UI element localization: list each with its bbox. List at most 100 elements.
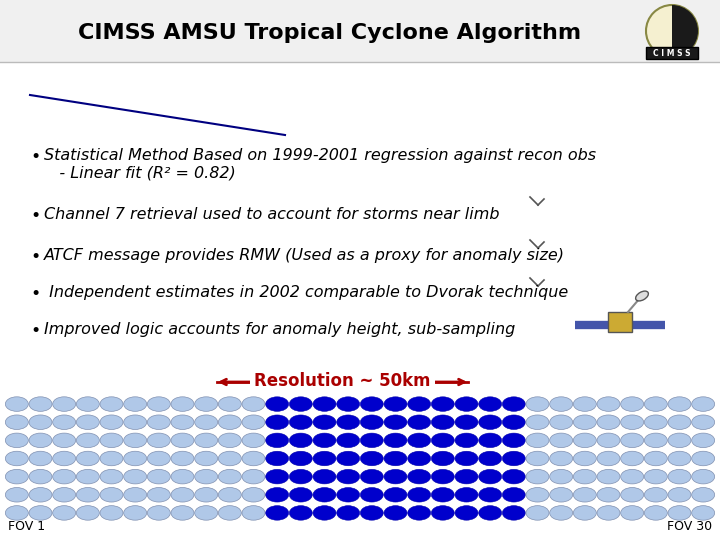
Ellipse shape	[549, 451, 572, 466]
Ellipse shape	[148, 397, 171, 411]
Ellipse shape	[242, 415, 265, 429]
Ellipse shape	[337, 469, 360, 484]
Text: CIMSS AMSU Tropical Cyclone Algorithm: CIMSS AMSU Tropical Cyclone Algorithm	[78, 23, 582, 43]
Ellipse shape	[337, 505, 360, 520]
Ellipse shape	[218, 433, 241, 448]
Ellipse shape	[668, 469, 691, 484]
Ellipse shape	[194, 469, 217, 484]
Ellipse shape	[431, 397, 454, 411]
Ellipse shape	[692, 433, 715, 448]
Text: •: •	[30, 285, 40, 303]
Ellipse shape	[218, 469, 241, 484]
Ellipse shape	[76, 488, 99, 502]
Ellipse shape	[53, 505, 76, 520]
Ellipse shape	[337, 433, 360, 448]
Ellipse shape	[289, 451, 312, 466]
Ellipse shape	[313, 397, 336, 411]
Ellipse shape	[218, 397, 241, 411]
Ellipse shape	[171, 451, 194, 466]
Ellipse shape	[455, 469, 478, 484]
Ellipse shape	[479, 433, 502, 448]
Ellipse shape	[692, 488, 715, 502]
Ellipse shape	[668, 397, 691, 411]
Ellipse shape	[360, 397, 383, 411]
Ellipse shape	[29, 451, 52, 466]
FancyBboxPatch shape	[0, 0, 720, 62]
Ellipse shape	[218, 451, 241, 466]
Ellipse shape	[621, 488, 644, 502]
Ellipse shape	[360, 505, 383, 520]
Ellipse shape	[597, 397, 620, 411]
Ellipse shape	[289, 415, 312, 429]
Ellipse shape	[76, 433, 99, 448]
Ellipse shape	[644, 505, 667, 520]
Ellipse shape	[549, 488, 572, 502]
Ellipse shape	[549, 505, 572, 520]
Ellipse shape	[29, 488, 52, 502]
Ellipse shape	[148, 433, 171, 448]
Ellipse shape	[384, 469, 407, 484]
Circle shape	[646, 5, 698, 57]
Ellipse shape	[266, 469, 289, 484]
Ellipse shape	[218, 415, 241, 429]
Ellipse shape	[124, 505, 147, 520]
Ellipse shape	[408, 415, 431, 429]
Ellipse shape	[124, 415, 147, 429]
Ellipse shape	[644, 469, 667, 484]
Ellipse shape	[384, 433, 407, 448]
Ellipse shape	[621, 505, 644, 520]
Ellipse shape	[5, 488, 28, 502]
Text: •: •	[30, 207, 40, 225]
Text: - Linear fit (R² = 0.82): - Linear fit (R² = 0.82)	[44, 165, 235, 180]
Text: •: •	[30, 148, 40, 166]
Ellipse shape	[621, 451, 644, 466]
Ellipse shape	[171, 469, 194, 484]
Ellipse shape	[549, 397, 572, 411]
Ellipse shape	[431, 415, 454, 429]
Ellipse shape	[408, 433, 431, 448]
Text: Channel 7 retrieval used to account for storms near limb: Channel 7 retrieval used to account for …	[44, 207, 500, 222]
Ellipse shape	[431, 469, 454, 484]
Ellipse shape	[313, 415, 336, 429]
Ellipse shape	[644, 433, 667, 448]
Ellipse shape	[218, 488, 241, 502]
Ellipse shape	[171, 397, 194, 411]
Ellipse shape	[194, 397, 217, 411]
Ellipse shape	[526, 469, 549, 484]
Ellipse shape	[194, 488, 217, 502]
Ellipse shape	[636, 291, 649, 301]
Ellipse shape	[431, 433, 454, 448]
Ellipse shape	[597, 415, 620, 429]
Ellipse shape	[621, 415, 644, 429]
Ellipse shape	[289, 397, 312, 411]
Ellipse shape	[692, 415, 715, 429]
Ellipse shape	[408, 397, 431, 411]
Ellipse shape	[171, 505, 194, 520]
Ellipse shape	[53, 469, 76, 484]
Ellipse shape	[503, 433, 526, 448]
Ellipse shape	[29, 469, 52, 484]
Ellipse shape	[384, 451, 407, 466]
Ellipse shape	[337, 415, 360, 429]
Ellipse shape	[573, 505, 596, 520]
Ellipse shape	[242, 397, 265, 411]
Ellipse shape	[573, 397, 596, 411]
Ellipse shape	[573, 488, 596, 502]
Ellipse shape	[573, 415, 596, 429]
Ellipse shape	[337, 488, 360, 502]
Ellipse shape	[692, 451, 715, 466]
Ellipse shape	[526, 451, 549, 466]
Ellipse shape	[337, 451, 360, 466]
Ellipse shape	[124, 433, 147, 448]
Ellipse shape	[503, 397, 526, 411]
Ellipse shape	[526, 433, 549, 448]
Ellipse shape	[360, 415, 383, 429]
Ellipse shape	[668, 505, 691, 520]
Ellipse shape	[5, 433, 28, 448]
Ellipse shape	[148, 415, 171, 429]
Ellipse shape	[455, 433, 478, 448]
Ellipse shape	[384, 415, 407, 429]
Ellipse shape	[124, 397, 147, 411]
Ellipse shape	[668, 451, 691, 466]
Ellipse shape	[692, 469, 715, 484]
